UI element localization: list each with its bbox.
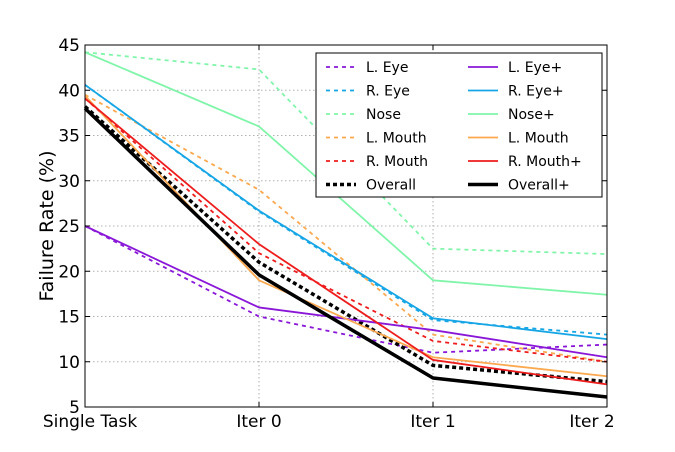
legend-label: L. Mouth (366, 131, 427, 147)
x-tick-label: Iter 0 (236, 412, 281, 432)
legend-label: Nose+ (508, 107, 555, 123)
y-tick-label: 5 (69, 398, 80, 418)
series-line (84, 84, 608, 341)
legend-label: L. Eye (366, 60, 408, 76)
legend-label: R. Eye+ (508, 84, 564, 100)
x-tick-label: Iter 2 (569, 412, 614, 432)
legend-label: R. Eye (366, 84, 410, 100)
series-line (84, 51, 608, 296)
series-line (83, 107, 608, 399)
y-tick-label: 25 (58, 217, 80, 237)
x-tick-label: Single Task (43, 412, 138, 432)
y-tick-label: 45 (58, 36, 80, 56)
axis-ticks: 5 10 15 20 25 30 35 40 45 Single Task Iter 0 Iter 1… (43, 36, 615, 432)
legend-label: R. Mouth (366, 154, 428, 170)
y-tick-label: 40 (58, 81, 80, 101)
legend-label: L. Eye+ (508, 60, 562, 76)
y-tick-label: 20 (58, 262, 80, 282)
y-tick-label: 35 (58, 127, 80, 147)
y-tick-label: 15 (58, 308, 80, 328)
legend-label: L. Mouth (508, 131, 569, 147)
series-line (84, 95, 608, 378)
x-tick-label: Iter 1 (410, 412, 455, 432)
legend: L. Eye R. Eye Nose L. Mouth R. Mouth Overall L… (315, 52, 603, 198)
series-lines (83, 51, 608, 399)
series-line (84, 97, 608, 386)
legend-label: R. Mouth+ (508, 154, 582, 170)
series-line (84, 225, 608, 354)
y-axis-label: Failure Rate (%) (36, 150, 58, 301)
series-line (84, 93, 608, 363)
series-line (84, 225, 608, 359)
series-line (84, 97, 608, 363)
y-tick-label: 10 (58, 353, 80, 373)
legend-label: Overall+ (508, 178, 570, 194)
y-tick-label: 30 (58, 172, 80, 192)
legend-label: Nose (366, 107, 401, 123)
legend-box (315, 52, 603, 198)
legend-label: Overall (366, 178, 416, 194)
